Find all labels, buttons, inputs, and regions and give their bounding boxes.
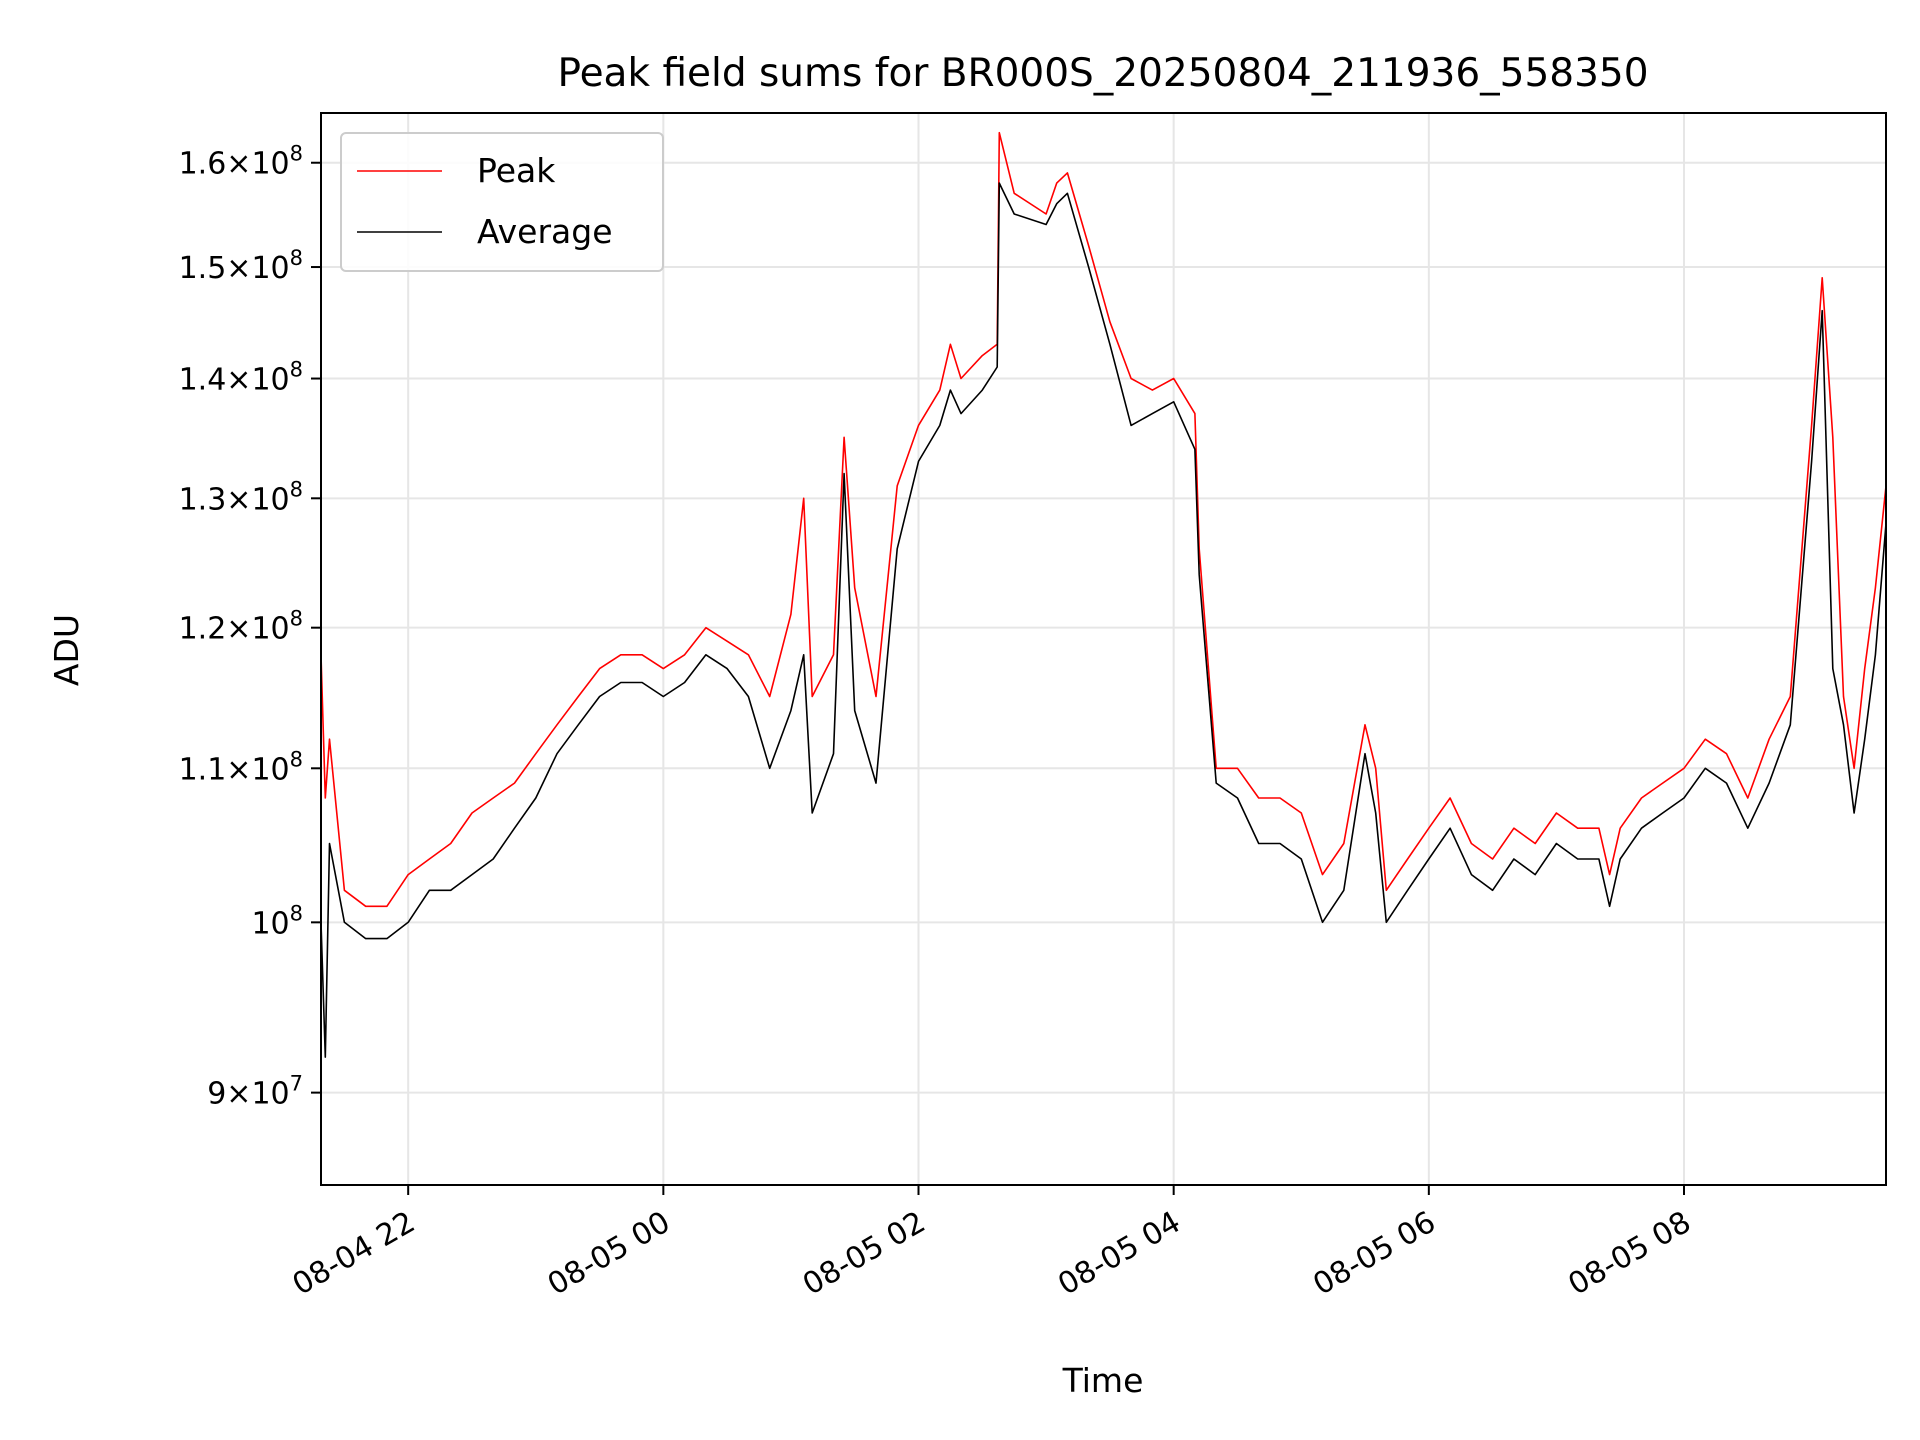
legend-box: [340, 132, 664, 272]
legend-label-peak: Peak: [477, 151, 556, 190]
y-tick-label: 1.3×108: [179, 477, 303, 517]
y-tick-label: 108: [251, 901, 303, 941]
y-tick-label: 1.4×108: [179, 358, 303, 398]
grid: [321, 113, 1886, 1185]
x-axis-label: Time: [1062, 1361, 1144, 1400]
chart-title: Peak field sums for BR000S_20250804_2119…: [557, 51, 1648, 96]
series-layer: [321, 131, 1886, 1058]
y-tick-label: 1.2×108: [179, 607, 303, 647]
y-axis: 9×107 108 1.1×108 1.2×108 1.3×108 1.4×108 1.5×…: [179, 142, 321, 1112]
series-line-peak: [321, 131, 1886, 908]
y-tick-label: 1.5×108: [179, 246, 303, 286]
y-axis-label: ADU: [47, 614, 86, 686]
legend: Peak Average: [340, 132, 664, 272]
series-line-average: [321, 182, 1886, 1058]
y-tick-label: 1.6×108: [179, 142, 303, 182]
legend-label-average: Average: [477, 212, 613, 251]
y-tick-label: 9×107: [207, 1072, 303, 1112]
y-tick-label: 1.1×108: [179, 747, 303, 787]
plot-frame: [320, 112, 1887, 1186]
